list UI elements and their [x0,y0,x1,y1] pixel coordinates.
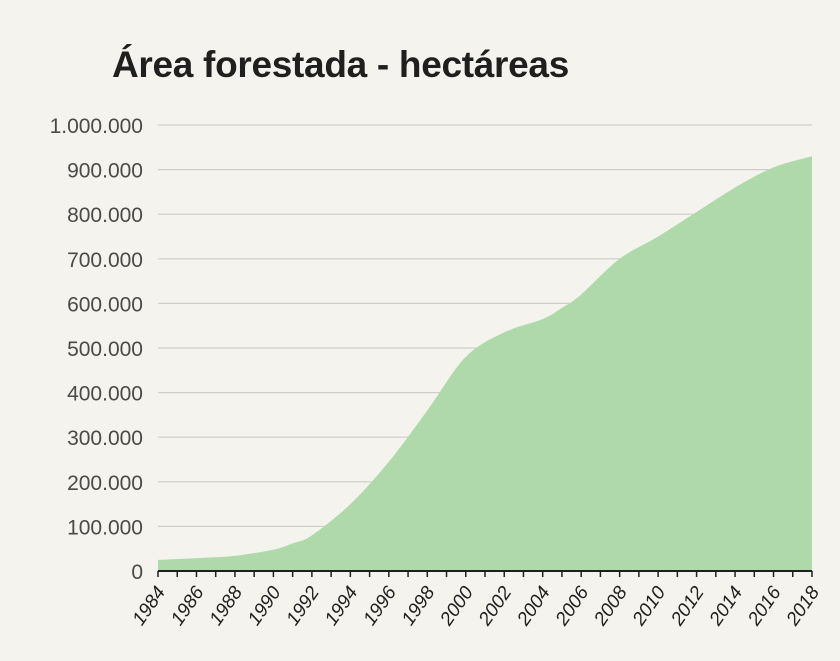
y-tick-label: 0 [131,561,143,584]
x-tick-label: 1984 [129,583,170,630]
x-tick-label: 1990 [244,582,286,629]
x-axis [157,570,813,577]
y-axis-tick-labels: 0 100.000 200.000 300.000 400.000 500.000 600.… [50,115,143,584]
y-tick-label: 1.000.000 [50,115,143,138]
y-tick-label: 400.000 [67,383,143,406]
x-tick-label: 2000 [436,582,478,630]
y-tick-label: 200.000 [67,472,143,495]
x-tick-label: 1988 [206,582,248,629]
y-tick-label: 300.000 [67,427,143,450]
y-tick-label: 600.000 [67,293,143,316]
x-tick-label: 1996 [359,582,401,629]
x-tick-label: 2014 [705,583,747,630]
y-tick-label: 700.000 [67,249,143,272]
x-axis-tick-labels: 1984198619881990199219941996199820002002… [129,582,825,630]
x-tick-label: 2004 [513,583,555,630]
x-tick-label: 2016 [744,582,786,630]
x-tick-label: 2010 [628,582,670,630]
x-tick-label: 1998 [398,582,440,629]
y-tick-label: 900.000 [67,160,143,183]
y-tick-label: 800.000 [67,204,143,227]
x-tick-label: 2006 [551,582,593,630]
x-tick-label: 1986 [167,582,209,629]
y-tick-label: 500.000 [67,338,143,361]
x-tick-label: 1994 [321,583,362,630]
x-tick-label: 2012 [667,582,709,630]
area-fill [158,156,812,571]
area-series [158,156,812,571]
x-tick-label: 2018 [782,582,824,630]
x-tick-label: 2008 [590,582,632,630]
chart-title: Área forestada - hectáreas [112,44,569,85]
x-tick-label: 1992 [283,582,325,629]
x-tick-label: 2002 [474,582,516,630]
y-tick-label: 100.000 [67,516,143,539]
